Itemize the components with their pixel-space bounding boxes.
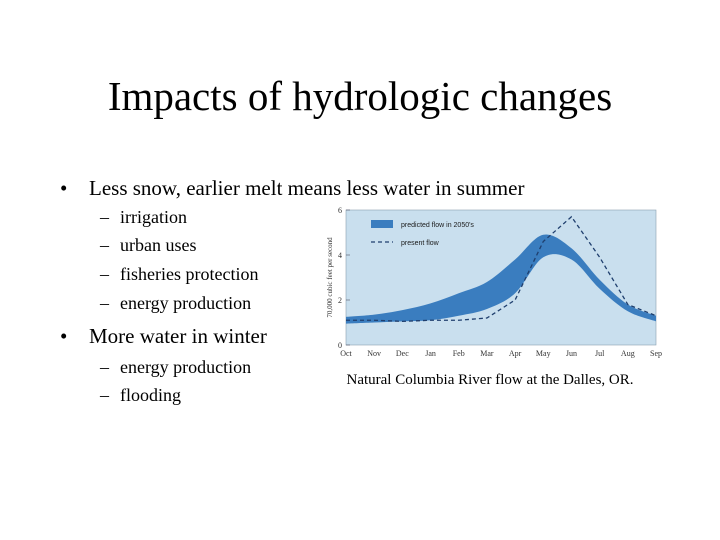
sub-bullet-dash: – [100,293,109,313]
bullet-dot: • [60,176,68,200]
sub-bullet-dash: – [100,385,109,405]
predicted-flow-band [346,234,656,324]
slide-title: Impacts of hydrologic changes [107,73,613,119]
legend-label-present: present flow [401,240,440,247]
x-tick-label: Mar [480,349,494,358]
legend-swatch-predicted [371,220,393,228]
sub-bullet-dash: – [100,207,109,227]
sub-bullet-text: fisheries protection [120,264,259,284]
y-tick-label: 0 [338,341,342,350]
sub-bullet-dash: – [100,357,109,377]
plot-frame [345,209,657,346]
x-tick-label: Feb [453,349,465,358]
sub-bullet-text: energy production [120,357,252,377]
x-tick-label: Jun [566,349,577,358]
bullet-text: Less snow, earlier melt means less water… [89,176,525,200]
x-tick-label: Jul [595,349,605,358]
x-tick-label: Dec [396,349,409,358]
sub-bullet-text: urban uses [120,235,197,255]
present-flow-line [346,215,657,323]
chart-caption: Natural Columbia River flow at the Dalle… [346,372,634,388]
sub-bullet-dash: – [100,235,109,255]
x-tick-label: Apr [509,349,522,358]
river-flow-chart: 0 2 4 6 Oct Nov Dec Jan Feb Mar Apr May Jun Jul Aug Se… [326,206,662,358]
y-tick-label: 4 [338,251,342,260]
x-tick-label: Sep [650,349,662,358]
y-tick-label: 6 [338,206,342,215]
sub-bullet-text: energy production [120,293,252,313]
x-tick-label: Nov [367,349,381,358]
bullet-text: More water in winter [89,324,267,348]
sub-bullet-dash: – [100,264,109,284]
x-tick-label: May [536,349,551,358]
sub-bullet-text: irrigation [120,207,187,227]
y-axis-label: 70,000 cubic feet per second [326,237,334,318]
bullet-dot: • [60,324,68,348]
x-tick-label: Aug [621,349,635,358]
x-tick-label: Jan [425,349,436,358]
legend-label-predicted: predicted flow in 2050's [401,222,474,229]
x-tick-label: Oct [340,349,352,358]
sub-bullet-text: flooding [120,385,181,405]
y-tick-label: 2 [338,296,342,305]
